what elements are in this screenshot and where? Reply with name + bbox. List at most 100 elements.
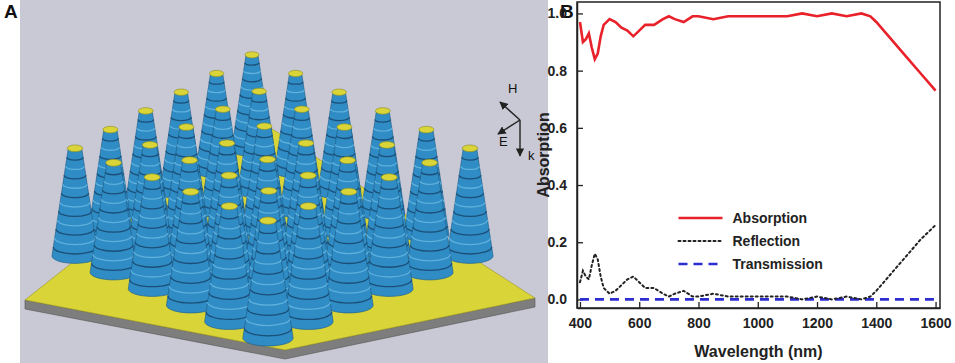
x-tick-mark xyxy=(698,302,699,308)
cone-layer xyxy=(242,79,261,82)
cone-layer xyxy=(379,196,399,199)
cone-layer xyxy=(412,236,448,242)
x-tick: 1600 xyxy=(920,302,951,331)
cone-layer xyxy=(135,242,169,247)
cone-layer xyxy=(294,118,309,121)
cone-layer xyxy=(181,211,201,214)
cone xyxy=(324,188,373,313)
cone-cap xyxy=(300,172,316,179)
cone-cap xyxy=(379,142,394,149)
cone-layer xyxy=(409,254,450,261)
y-tick-mark xyxy=(577,70,583,71)
x-tick: 1400 xyxy=(861,302,892,331)
x-tick: 600 xyxy=(628,302,652,331)
cone-cap xyxy=(174,89,189,95)
cone-layer xyxy=(367,280,412,287)
cone-layer xyxy=(172,267,209,273)
y-tick: 0.8 xyxy=(548,63,583,79)
y-tick: 1.0 xyxy=(548,5,583,21)
legend-label: Transmission xyxy=(733,256,823,272)
cone-layer xyxy=(377,214,402,218)
cone-layer xyxy=(137,233,168,238)
cone-layer xyxy=(141,205,163,209)
cone-layer xyxy=(102,138,118,141)
cone-body xyxy=(324,192,373,313)
legend-swatch xyxy=(679,263,723,266)
y-axis: 0.00.20.40.60.81.0 xyxy=(548,3,583,309)
cone-layer xyxy=(255,144,273,147)
cone-layer xyxy=(297,161,316,164)
cone-layer xyxy=(332,258,366,264)
cone-layer xyxy=(53,247,96,254)
x-tick-label: 800 xyxy=(687,315,711,331)
cone-layer xyxy=(244,71,261,74)
cone-layer xyxy=(91,263,135,270)
cone-layer xyxy=(142,154,158,157)
y-tick-label: 0.0 xyxy=(548,291,568,307)
cone-layer xyxy=(137,128,155,131)
cone-layer xyxy=(294,254,323,259)
x-axis: 4006008001000120014001600 xyxy=(569,302,952,331)
x-tick: 400 xyxy=(569,302,593,331)
cone-layer xyxy=(100,208,128,213)
cone-layer xyxy=(254,152,275,156)
cone-layer xyxy=(100,156,121,160)
cone-cap xyxy=(245,52,259,58)
series-line xyxy=(580,225,936,299)
cone-layer xyxy=(372,137,393,140)
cone-layer xyxy=(138,119,153,122)
cone-cap xyxy=(260,217,277,224)
cone-layer xyxy=(375,224,403,229)
cone-layer xyxy=(450,238,491,245)
field-label: E xyxy=(499,134,508,149)
cone-layer xyxy=(416,208,444,213)
cone-layer xyxy=(288,293,329,300)
cone-layer xyxy=(326,296,372,303)
cone-layer xyxy=(419,190,441,194)
cone-layer xyxy=(182,201,199,204)
cone-layer xyxy=(133,261,172,267)
cone-layer xyxy=(327,286,370,293)
cone-layer xyxy=(329,277,369,283)
x-tick-mark xyxy=(935,302,936,308)
cone-layer xyxy=(451,229,489,235)
cone-layer xyxy=(461,166,480,169)
cone xyxy=(406,159,453,280)
cone-layer xyxy=(336,230,362,234)
cone-body xyxy=(243,221,293,346)
cone-cap xyxy=(221,203,237,210)
cone-layer xyxy=(330,109,348,112)
cone xyxy=(365,174,413,297)
cone-layer xyxy=(375,119,390,122)
cone-layer xyxy=(215,254,244,259)
y-tick-mark xyxy=(577,242,583,243)
cone-layer xyxy=(339,211,359,214)
cone-cap xyxy=(375,108,390,114)
cone-layer xyxy=(421,172,437,175)
y-tick-mark xyxy=(577,185,583,186)
legend-label: Reflection xyxy=(733,233,801,249)
cone-layer xyxy=(105,172,121,175)
cone-layer xyxy=(252,100,267,103)
cone-layer xyxy=(171,277,211,283)
cone-layer xyxy=(298,152,314,155)
cone-layer xyxy=(298,194,318,197)
render-background xyxy=(20,0,548,363)
y-axis-title: Absorption xyxy=(535,112,552,197)
cone-layer xyxy=(169,286,212,293)
figure: HEkAB40060080010001200140016000.00.20.40… xyxy=(0,0,955,363)
cone-layer xyxy=(131,270,173,277)
cone-layer xyxy=(340,201,357,204)
cone-layer xyxy=(335,239,364,244)
cone-layer xyxy=(212,274,247,280)
cone-layer xyxy=(97,227,130,232)
cone-layer xyxy=(94,245,133,251)
cone-layer xyxy=(252,279,284,284)
x-tick-label: 1600 xyxy=(920,315,951,331)
cone-layer xyxy=(174,258,208,264)
cone-cap xyxy=(337,124,352,131)
cone-layer xyxy=(249,299,287,305)
cone-layer xyxy=(287,302,331,309)
cone-layer xyxy=(259,210,279,213)
x-tick-label: 400 xyxy=(569,315,593,331)
